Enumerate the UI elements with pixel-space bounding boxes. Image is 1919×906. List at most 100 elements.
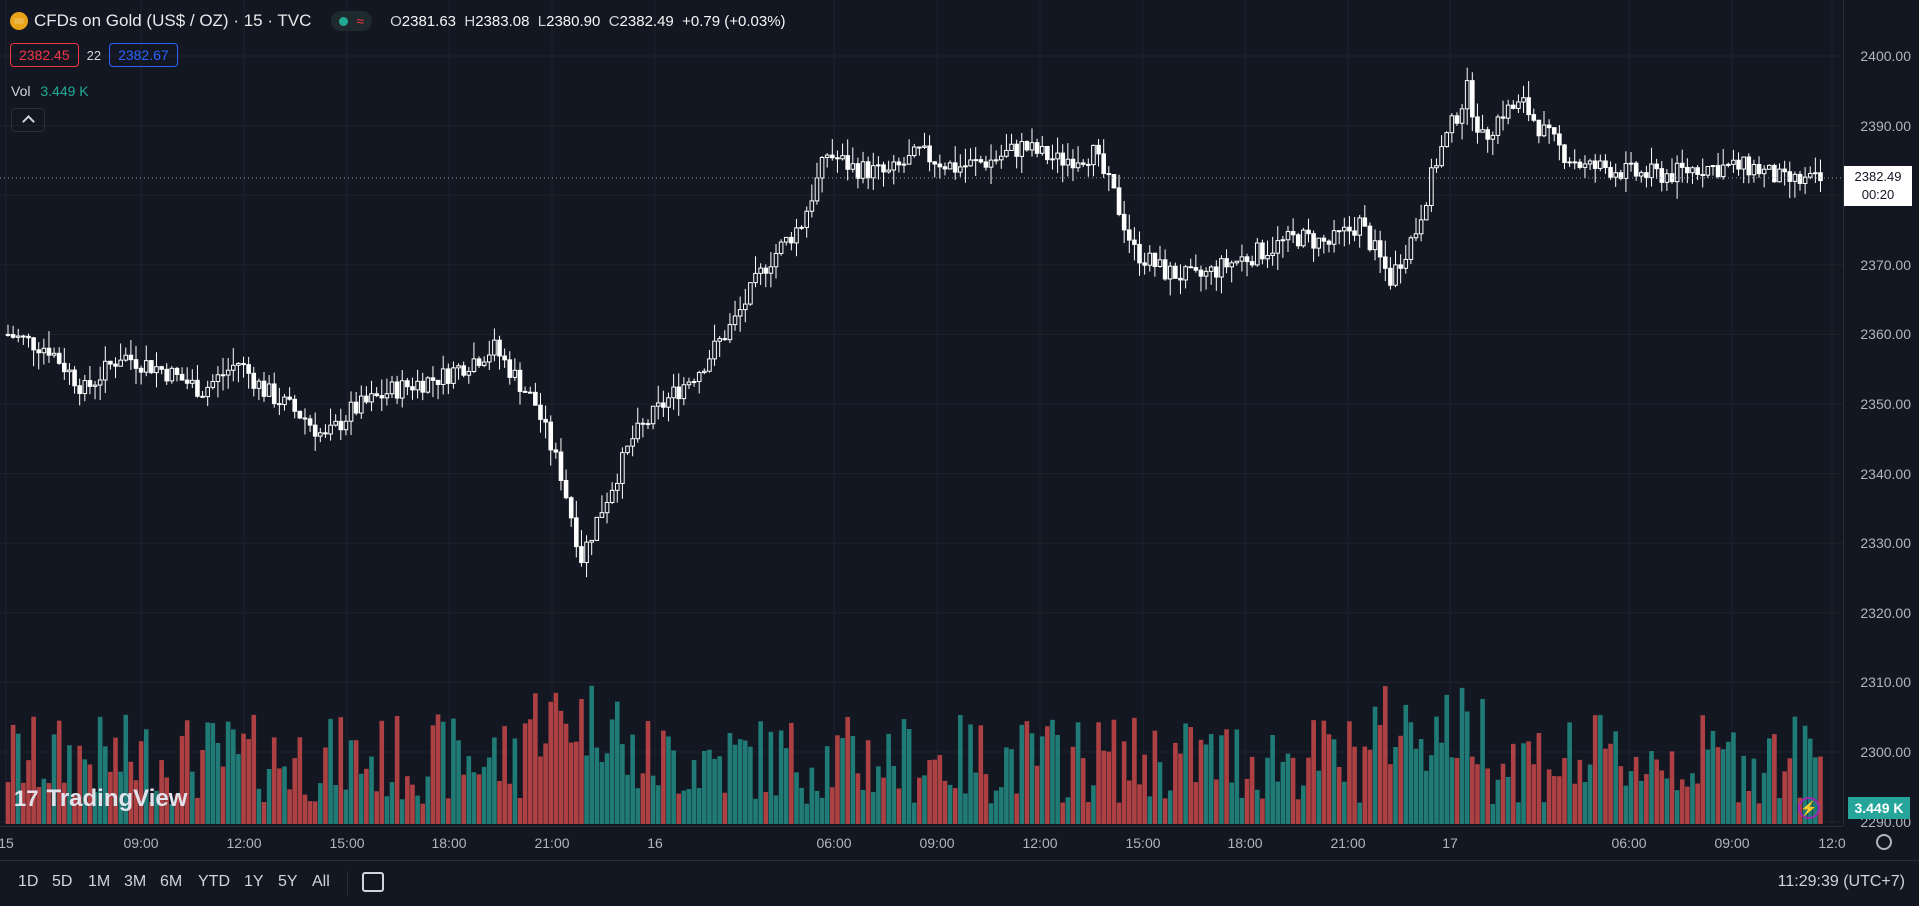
volume-bar — [1756, 803, 1762, 824]
candle-body — [1761, 168, 1767, 175]
volume-bar — [625, 774, 630, 824]
volume-bar — [1331, 739, 1337, 824]
candle-body — [650, 405, 656, 425]
symbol-logo-icon[interactable] — [10, 12, 28, 30]
volume-bar — [799, 787, 804, 824]
price-tick-label: 2300.00 — [1860, 744, 1911, 760]
volume-bar — [579, 698, 584, 824]
candle-body — [1004, 149, 1009, 157]
volume-bar — [1388, 764, 1393, 824]
candle-body — [655, 402, 661, 407]
volume-bar — [230, 729, 236, 824]
candle-body — [1418, 219, 1424, 235]
candle-body — [1710, 165, 1716, 168]
volume-bar — [1787, 758, 1793, 824]
candle-body — [855, 163, 861, 179]
volume-bar — [1188, 727, 1194, 824]
candle-body — [1301, 229, 1306, 247]
volume-bar — [374, 791, 379, 824]
volume-bar — [1741, 755, 1746, 824]
range-button-5d[interactable]: 5D — [52, 873, 73, 890]
range-button-1d[interactable]: 1D — [18, 873, 39, 890]
volume-bar — [466, 756, 472, 824]
volume-bar — [671, 750, 676, 824]
candle-body — [1173, 265, 1178, 279]
range-button-5y[interactable]: 5Y — [278, 873, 298, 890]
volume-bar — [1055, 734, 1060, 824]
volume-bar — [676, 793, 682, 824]
candle-body — [184, 379, 190, 384]
candle-body — [56, 352, 62, 364]
candle-body — [850, 163, 856, 170]
range-button-1m[interactable]: 1M — [88, 873, 111, 890]
market-status-toggle[interactable]: ≈ — [331, 11, 373, 31]
candle-body — [420, 380, 426, 393]
symbol-title[interactable]: CFDs on Gold (US$ / OZ) · 15 · TVC — [34, 11, 312, 30]
sell-button[interactable]: 2382.45 — [10, 43, 79, 67]
price-axis[interactable]: 2400.002390.002380.002370.002360.002350.… — [1843, 0, 1919, 830]
volume-bar — [1628, 771, 1634, 824]
candle-body — [835, 157, 840, 160]
candle-body — [1132, 239, 1137, 245]
candle-body — [1342, 226, 1347, 232]
volume-bar — [384, 796, 390, 824]
volume-bar — [1173, 742, 1178, 824]
volume-bar — [31, 716, 36, 824]
candle-body — [246, 364, 251, 374]
candle-body — [440, 368, 446, 386]
buy-button[interactable]: 2382.67 — [109, 43, 178, 67]
volume-bar — [1060, 802, 1066, 824]
candle-body — [558, 451, 564, 481]
range-button-1y[interactable]: 1Y — [244, 873, 264, 890]
volume-bar — [369, 756, 374, 824]
volume-bar — [486, 757, 492, 824]
volume-bar — [911, 802, 917, 824]
time-tick-label: 09:00 — [919, 835, 955, 851]
candle-body — [579, 546, 584, 564]
price-chart[interactable] — [0, 0, 1843, 826]
volume-bar — [1034, 765, 1040, 824]
volume-bar — [1086, 802, 1091, 824]
volume-bar — [328, 718, 333, 824]
candle-body — [333, 420, 338, 426]
volume-bar — [896, 788, 902, 824]
volume-bar — [492, 737, 497, 824]
volume-bar — [702, 750, 707, 824]
candle-body — [1362, 217, 1368, 227]
candle-body — [1521, 97, 1526, 103]
candle-body — [200, 395, 205, 398]
volume-bar — [1183, 723, 1188, 824]
candle-body — [369, 393, 374, 403]
time-axis[interactable]: 15 09:00 12:00 15:00 18:00 21:00 16 06:00 09:00 1… — [0, 826, 1846, 860]
chart-area[interactable]: CFDs on Gold (US$ / OZ) · 15 · TVC ≈ O23… — [0, 0, 1843, 826]
candle-body — [584, 541, 589, 564]
settings-gear-icon[interactable] — [1876, 834, 1892, 850]
candle-body — [1106, 173, 1112, 176]
volume-bar — [1362, 746, 1368, 824]
candle-body — [1403, 258, 1409, 269]
candle-body — [384, 393, 390, 399]
range-button-3m[interactable]: 3M — [124, 873, 147, 890]
range-button-ytd[interactable]: YTD — [198, 873, 230, 890]
candle-body — [399, 380, 405, 399]
volume-bar — [1761, 772, 1767, 824]
candle-body — [15, 335, 21, 338]
volume-bar — [988, 803, 994, 824]
range-button-6m[interactable]: 6M — [160, 873, 183, 890]
volume-bar — [51, 734, 57, 824]
candle-body — [983, 161, 989, 168]
collapse-legend-button[interactable] — [11, 108, 45, 132]
range-button-all[interactable]: All — [312, 873, 330, 890]
volume-bar — [1137, 784, 1142, 824]
volume-bar — [1510, 743, 1516, 824]
volume-bar — [1009, 749, 1014, 824]
volume-bar — [517, 797, 523, 824]
candle-body — [138, 367, 144, 373]
candle-body — [789, 236, 794, 244]
volume-bar — [1695, 783, 1700, 824]
lightning-icon[interactable]: ⚡ — [1798, 797, 1820, 819]
volume-bar — [1505, 776, 1511, 824]
volume-bar — [1234, 729, 1240, 824]
clock-timezone[interactable]: 11:29:39 (UTC+7) — [1777, 873, 1905, 890]
calendar-goto-icon[interactable] — [362, 872, 384, 892]
